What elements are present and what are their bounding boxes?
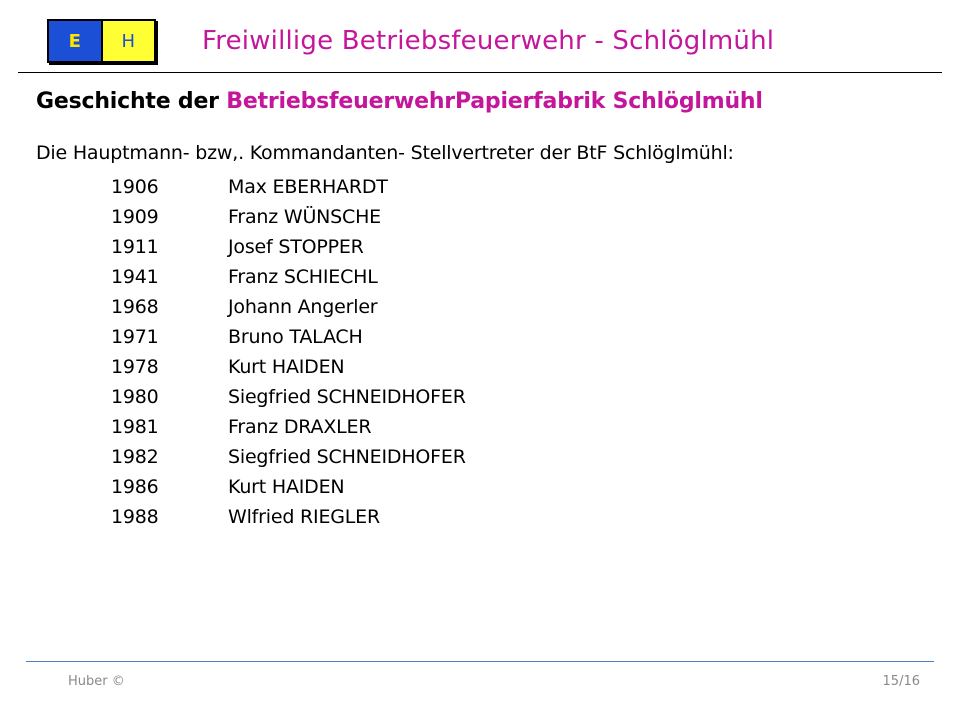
- entry-year: 1941: [111, 266, 159, 288]
- logo: E H: [47, 19, 156, 63]
- entry-year: 1968: [111, 296, 159, 318]
- logo-letter-h: H: [102, 21, 154, 61]
- section-title-highlight: BetriebsfeuerwehrPapierfabrik Schlöglmüh…: [226, 89, 763, 114]
- section-title-prefix: Geschichte der: [36, 89, 227, 114]
- list-item: 1986 Kurt HAIDEN: [111, 472, 466, 502]
- entry-name: Franz WÜNSCHE: [228, 206, 381, 228]
- header-divider: [18, 72, 942, 73]
- header-title: Freiwillige Betriebsfeuerwehr - Schlöglm…: [202, 26, 775, 56]
- entry-year: 1978: [111, 356, 159, 378]
- list-item: 1909 Franz WÜNSCHE: [111, 202, 466, 232]
- entry-name: Franz SCHIECHL: [228, 266, 378, 288]
- entry-year: 1906: [111, 176, 159, 198]
- footer-divider: [26, 661, 934, 662]
- list-item: 1971 Bruno TALACH: [111, 322, 466, 352]
- logo-letter-e: E: [49, 21, 103, 61]
- entry-name: Franz DRAXLER: [228, 416, 372, 438]
- entry-name: Josef STOPPER: [228, 236, 364, 258]
- entry-name: Max EBERHARDT: [228, 176, 388, 198]
- entry-name: Wlfried RIEGLER: [228, 506, 380, 528]
- entry-name: Siegfried SCHNEIDHOFER: [228, 446, 466, 468]
- entry-name: Siegfried SCHNEIDHOFER: [228, 386, 466, 408]
- section-title: Geschichte der BetriebsfeuerwehrPapierfa…: [36, 89, 763, 114]
- entry-name: Johann Angerler: [228, 296, 378, 318]
- entry-name: Kurt HAIDEN: [228, 356, 345, 378]
- list-item: 1941 Franz SCHIECHL: [111, 262, 466, 292]
- entry-year: 1986: [111, 476, 159, 498]
- entry-year: 1988: [111, 506, 159, 528]
- entry-year: 1981: [111, 416, 159, 438]
- entry-year: 1911: [111, 236, 159, 258]
- list-item: 1978 Kurt HAIDEN: [111, 352, 466, 382]
- list-item: 1981 Franz DRAXLER: [111, 412, 466, 442]
- list-item: 1982 Siegfried SCHNEIDHOFER: [111, 442, 466, 472]
- list-item: 1980 Siegfried SCHNEIDHOFER: [111, 382, 466, 412]
- intro-text: Die Hauptmann- bzw,. Kommandanten- Stell…: [36, 142, 734, 164]
- list-item: 1968 Johann Angerler: [111, 292, 466, 322]
- entry-name: Kurt HAIDEN: [228, 476, 345, 498]
- list-item: 1906 Max EBERHARDT: [111, 172, 466, 202]
- list-item: 1911 Josef STOPPER: [111, 232, 466, 262]
- footer-author: Huber ©: [68, 674, 125, 689]
- list-item: 1988 Wlfried RIEGLER: [111, 502, 466, 532]
- page-number: 15/16: [882, 674, 920, 689]
- entry-year: 1909: [111, 206, 159, 228]
- entry-year: 1982: [111, 446, 159, 468]
- deputy-list: 1906 Max EBERHARDT 1909 Franz WÜNSCHE 19…: [111, 172, 466, 532]
- entry-year: 1980: [111, 386, 159, 408]
- entry-name: Bruno TALACH: [228, 326, 363, 348]
- entry-year: 1971: [111, 326, 159, 348]
